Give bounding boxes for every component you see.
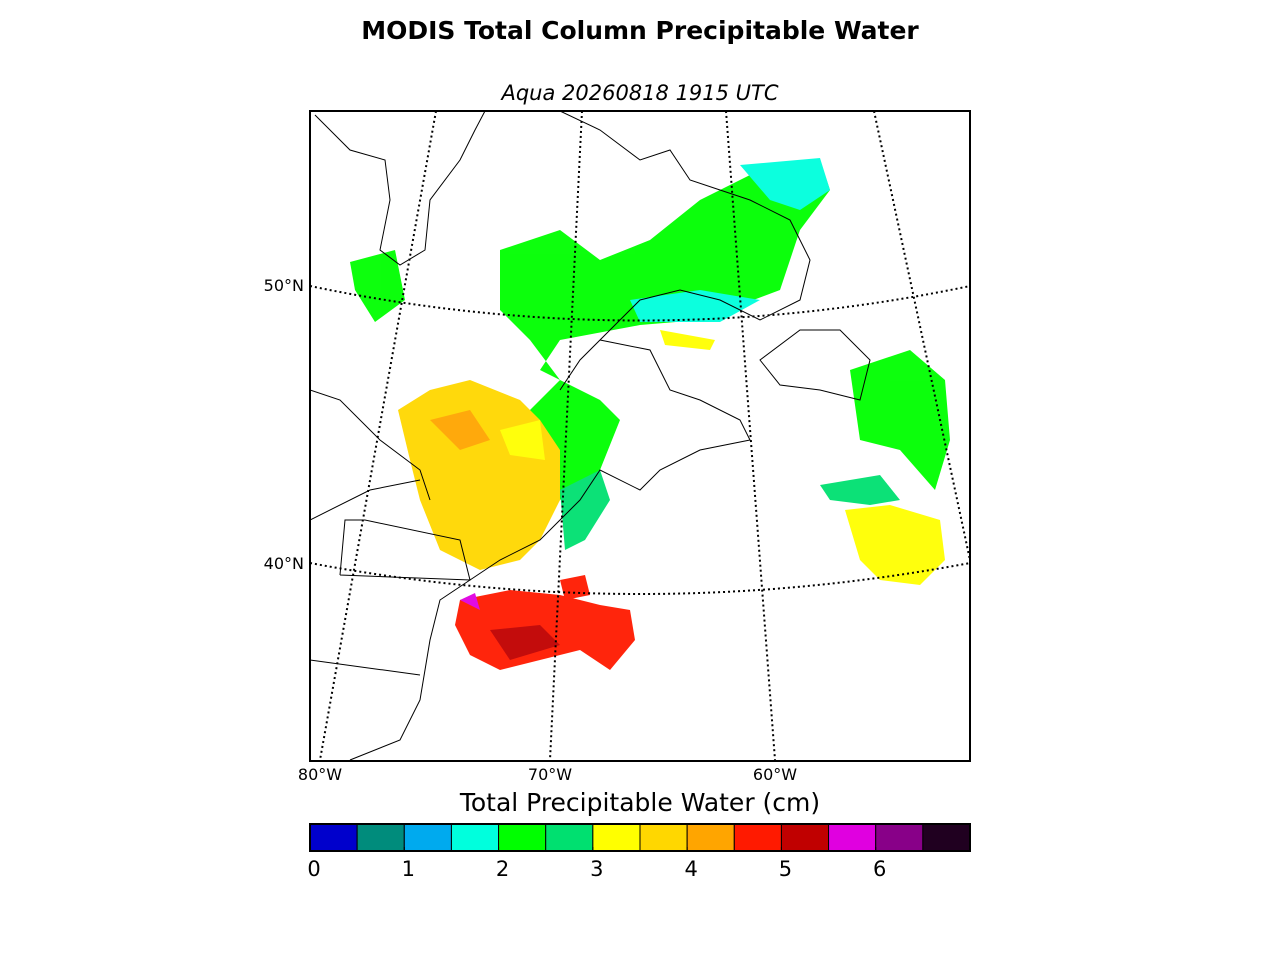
colorbar-segment	[450, 823, 500, 852]
lat-label: 50°N	[264, 276, 304, 295]
colorbar-segment	[780, 823, 830, 852]
colorbar-segment	[922, 823, 971, 852]
precip-field	[350, 158, 950, 670]
colorbar-segment	[828, 823, 877, 852]
colorbar-tick-label: 5	[779, 857, 792, 881]
colorbar-tick-label: 3	[590, 857, 603, 881]
colorbar-segment	[403, 823, 452, 852]
colorbar-frame	[309, 823, 971, 852]
colorbar-tick-label: 6	[873, 857, 886, 881]
colorbar-segment	[309, 823, 358, 852]
colorbar-segment	[733, 823, 782, 852]
subtitle: Aqua 20260818 1915 UTC	[499, 81, 778, 105]
map: 50°N 40°N 80°W 70°W 60°W	[264, 110, 971, 784]
colorbar-segment	[686, 823, 735, 852]
colorbar-segment	[545, 823, 594, 852]
lon-label: 60°W	[753, 765, 797, 784]
colorbar-tick-label: 1	[402, 857, 415, 881]
colorbar-segment	[875, 823, 924, 852]
colorbar-tick-label: 2	[496, 857, 509, 881]
colorbar-label: Total Precipitable Water (cm)	[459, 788, 820, 817]
colorbar-segment	[592, 823, 641, 852]
map-frame	[309, 110, 971, 762]
colorbar-segment	[639, 823, 688, 852]
lon-label: 70°W	[528, 765, 572, 784]
lat-label: 40°N	[264, 554, 304, 573]
title: MODIS Total Column Precipitable Water	[361, 16, 919, 45]
colorbar-segment	[498, 823, 547, 852]
colorbar-tick-label: 4	[684, 857, 697, 881]
colorbar-tick-label: 0	[307, 857, 320, 881]
lon-label: 80°W	[298, 765, 342, 784]
colorbar: 0 1 2 3 4 5 6	[307, 823, 971, 881]
colorbar-segment	[356, 823, 405, 852]
